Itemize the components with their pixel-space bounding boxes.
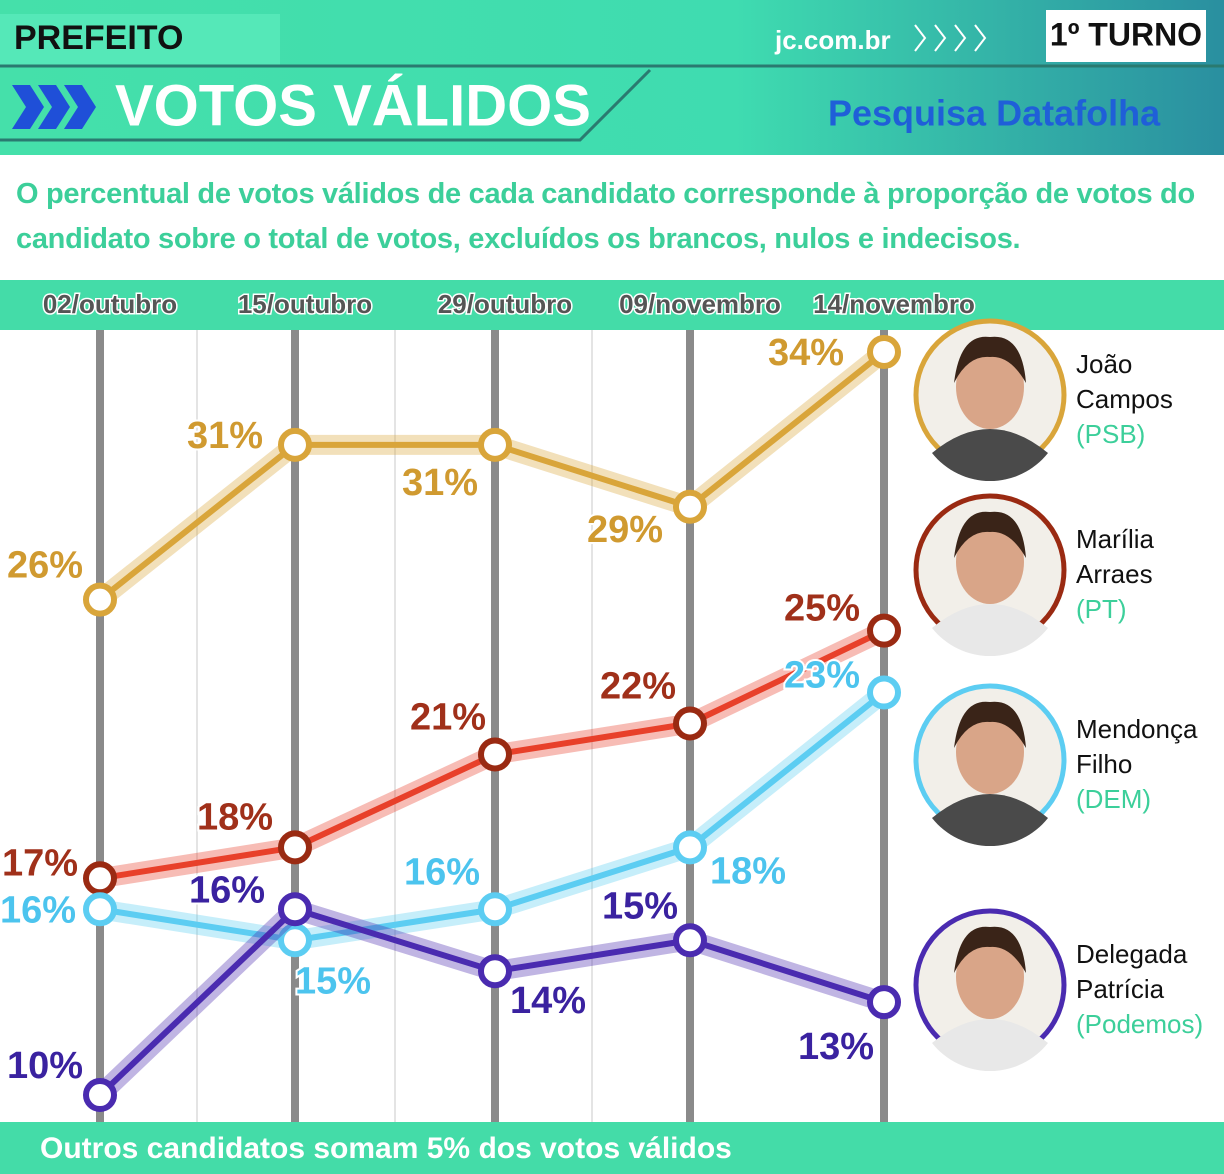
section: PREFEITO (14, 19, 183, 57)
value-label: 17% (2, 842, 78, 884)
value-label: 22% (600, 666, 676, 708)
value-label: 15% (295, 960, 371, 1002)
section-box (0, 14, 280, 66)
site: jc.com.br (774, 25, 891, 55)
value-label: 16% (0, 889, 76, 931)
value-label: 25% (784, 588, 860, 630)
legend-name-text: Mendonça Filho (1076, 714, 1198, 779)
legend-party: (PT) (1076, 594, 1127, 624)
chart-title: VOTOS VÁLIDOS (115, 73, 591, 138)
point (83, 582, 117, 617)
x-tick-label: 14/novembro (813, 289, 975, 319)
value-label: 26% (7, 545, 83, 587)
value-label: 21% (410, 696, 486, 738)
legend-party: (Podemos) (1076, 1009, 1204, 1039)
value-label: 31% (402, 462, 478, 504)
portrait-body (932, 604, 1048, 657)
plot: 02/outubro 15/outubro 29/outubro 09/novembr… (0, 287, 1067, 1122)
point (478, 892, 512, 927)
value-label: 14% (510, 980, 586, 1022)
value-label: 23% (784, 655, 860, 697)
legend-name: Mendonça Filho (DEM) (1076, 712, 1216, 817)
point (83, 1078, 117, 1113)
portrait-hair (954, 336, 1026, 383)
value-label: 18% (197, 796, 273, 838)
legend-name-text: João Campos (1076, 349, 1173, 414)
portrait-body (932, 1019, 1048, 1072)
portrait-hair (954, 701, 1026, 748)
legend-party: (PSB) (1076, 419, 1146, 449)
legend-party: (DEM) (1076, 784, 1152, 814)
legend-name: João Campos (PSB) (1076, 347, 1216, 452)
point (478, 737, 512, 772)
round: 1º TURNO (1050, 16, 1202, 52)
point (673, 923, 707, 958)
portrait-head (956, 345, 1024, 429)
point (673, 706, 707, 741)
portrait-body (932, 429, 1048, 482)
point (867, 334, 901, 369)
x-tick-label: 29/outubro (438, 289, 572, 319)
value-label: 34% (768, 332, 844, 374)
portrait-head (956, 935, 1024, 1019)
value-label: 16% (404, 851, 480, 893)
legend-name-text: Delegada Patrícia (1076, 939, 1188, 1004)
chevrons (12, 85, 96, 129)
point (673, 830, 707, 865)
value-label: 31% (187, 415, 263, 457)
x-tick-label: 09/novembro (619, 289, 781, 319)
value-label: 10% (7, 1045, 83, 1087)
value-label: 18% (710, 850, 786, 892)
value-label: 16% (189, 869, 265, 911)
point (867, 613, 901, 648)
portrait-hair (954, 926, 1026, 973)
legend-name-text: Marília Arraes (1076, 524, 1155, 589)
x-tick-label: 15/outubro (238, 289, 372, 319)
point (278, 892, 312, 927)
value-label: 13% (798, 1026, 874, 1068)
point (673, 489, 707, 524)
header-rule (0, 68, 652, 142)
point (478, 954, 512, 989)
portrait-head (956, 710, 1024, 794)
date-band (0, 280, 1224, 330)
footnote: Outros candidatos somam 5% dos votos vál… (40, 1132, 732, 1165)
point (867, 675, 901, 710)
point (278, 427, 312, 462)
portrait-hair (954, 511, 1026, 558)
chevrons (914, 24, 987, 52)
footer-band (0, 1122, 1224, 1174)
value-label: 15% (602, 885, 678, 927)
x-tick-label: 02/outubro (43, 289, 177, 319)
point (867, 985, 901, 1020)
point (83, 861, 117, 896)
value-label: 29% (587, 509, 663, 551)
round-box (1046, 10, 1206, 62)
legend-name: Delegada Patrícia (Podemos) (1076, 937, 1216, 1042)
point (83, 892, 117, 927)
portrait-body (932, 794, 1048, 847)
source: Pesquisa Datafolha (828, 93, 1161, 134)
legend-name: Marília Arraes (PT) (1076, 522, 1216, 627)
point (278, 830, 312, 865)
subtitle: O percentual de votos válidos de cada ca… (16, 178, 1195, 255)
point (478, 427, 512, 462)
portrait-head (956, 520, 1024, 604)
